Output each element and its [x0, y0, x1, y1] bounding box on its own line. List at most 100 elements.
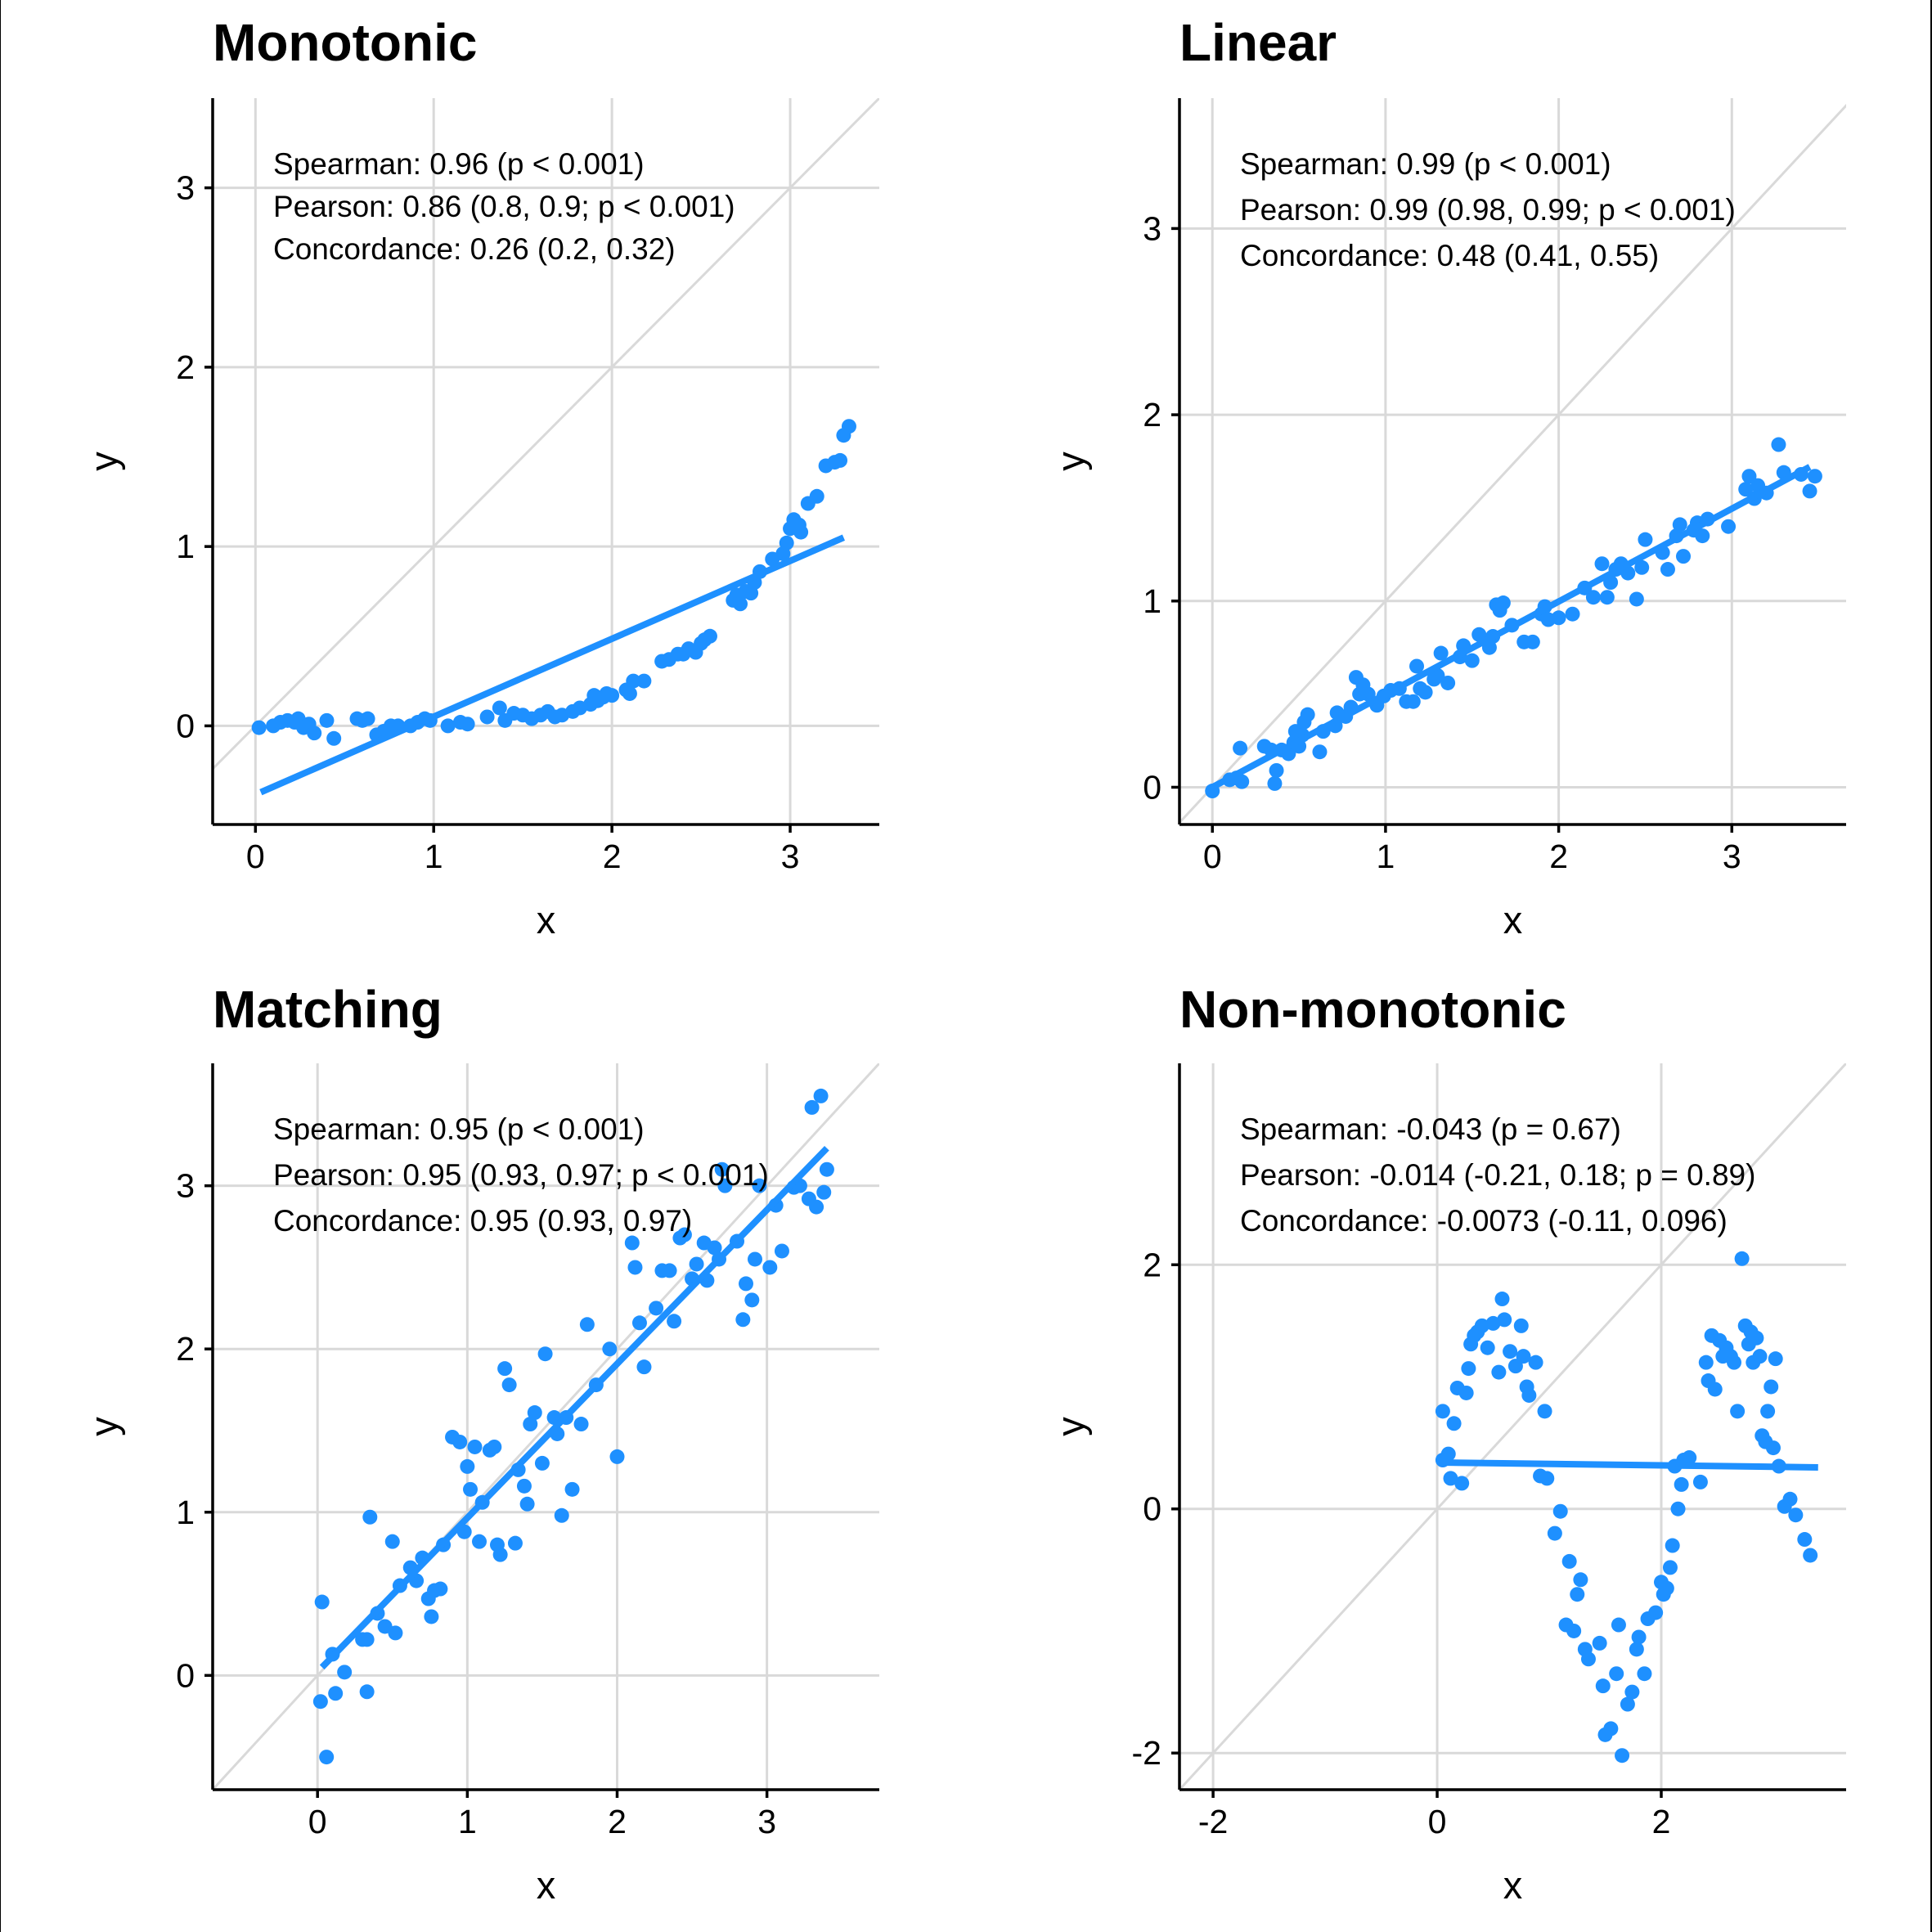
y-axis-title: y	[1049, 452, 1092, 471]
data-point	[1803, 1548, 1818, 1563]
data-point	[1648, 1605, 1664, 1620]
fit-line	[1442, 1459, 1818, 1471]
data-point	[1609, 1666, 1624, 1682]
data-point	[1682, 1450, 1697, 1466]
data-point	[1521, 1387, 1537, 1403]
data-point	[774, 1243, 789, 1259]
data-point	[307, 726, 322, 741]
data-point	[1464, 653, 1480, 668]
data-point	[492, 1547, 508, 1562]
data-point	[1765, 1440, 1781, 1456]
x-tick-label: 0	[1203, 838, 1222, 875]
data-point	[377, 1619, 393, 1634]
plot-area	[1179, 98, 1846, 824]
x-tick-label: 0	[1428, 1803, 1447, 1840]
data-point	[337, 1665, 353, 1680]
x-tick-label: 1	[458, 1803, 477, 1840]
y-tick-label: 3	[176, 1167, 195, 1205]
identity-line	[1179, 1063, 1846, 1790]
stat-annotation: Pearson: 0.86 (0.8, 0.9; p < 0.001)	[273, 190, 735, 223]
data-point	[1670, 1501, 1686, 1516]
panel-matching: 0 1 2 3 0 1 2 3 x y Matching Spearman: 0.95 (p < 0.…	[82, 980, 879, 1907]
data-point	[1485, 1315, 1501, 1331]
x-tick-label: 2	[603, 838, 622, 875]
data-point	[1440, 1446, 1456, 1462]
data-point	[631, 1315, 647, 1331]
data-point	[1435, 1404, 1450, 1419]
x-tick-label: 3	[757, 1803, 776, 1840]
data-point	[1440, 675, 1456, 690]
panel-non-monotonic: -2 0 2 -2 0 2 x y Non-monotonic Spearman: -0.043 …	[1049, 980, 1846, 1907]
data-point	[1433, 645, 1449, 661]
data-point	[667, 1314, 682, 1329]
data-point	[1611, 1617, 1626, 1633]
y-tick-label: 1	[1143, 582, 1161, 620]
data-point	[497, 1361, 513, 1377]
x-tick-label: 1	[1377, 838, 1395, 875]
data-point	[1698, 1355, 1714, 1370]
data-point	[717, 1178, 733, 1193]
data-point	[384, 1534, 400, 1549]
y-axis-title: y	[1049, 1417, 1092, 1436]
data-point	[487, 1439, 502, 1454]
data-point	[1409, 658, 1425, 674]
data-point	[809, 1199, 824, 1215]
data-point	[573, 1417, 589, 1432]
data-point	[1516, 1349, 1531, 1364]
data-point	[1624, 1684, 1640, 1700]
stat-annotation: Concordance: 0.48 (0.41, 0.55)	[1240, 239, 1659, 272]
data-point	[604, 688, 620, 703]
data-point	[809, 488, 824, 504]
x-axis-title: x	[537, 1863, 556, 1907]
data-point	[1234, 774, 1250, 789]
data-point	[816, 1184, 832, 1200]
data-point	[1491, 1364, 1507, 1380]
data-point	[467, 1439, 483, 1454]
data-point	[676, 1227, 692, 1242]
data-point	[1537, 1404, 1552, 1419]
data-point	[1471, 627, 1487, 642]
y-tick-label: 1	[176, 528, 195, 565]
data-point	[1692, 1474, 1708, 1489]
data-point	[1734, 1251, 1750, 1266]
data-point	[1672, 517, 1687, 532]
x-tick-label: 0	[308, 1803, 327, 1840]
stat-annotation: Spearman: 0.99 (p < 0.001)	[1240, 147, 1611, 181]
data-point	[1513, 1318, 1529, 1333]
data-point	[359, 1684, 375, 1700]
data-point	[1629, 1642, 1644, 1657]
y-tick-label: 2	[1143, 396, 1161, 434]
data-point	[507, 1535, 523, 1551]
data-point	[1300, 707, 1315, 722]
x-tick-label: 3	[1723, 838, 1741, 875]
data-point	[440, 718, 456, 734]
data-point	[744, 1292, 760, 1308]
y-axis-title: y	[82, 452, 125, 471]
data-point	[1738, 482, 1754, 497]
data-point	[1741, 469, 1757, 484]
data-point	[1802, 483, 1817, 499]
data-point	[537, 1346, 553, 1362]
data-point	[735, 1312, 751, 1328]
data-point	[424, 1609, 439, 1624]
data-point	[328, 1686, 344, 1701]
data-point	[579, 1317, 595, 1332]
data-point	[1539, 1471, 1555, 1486]
data-point	[1454, 1476, 1470, 1491]
y-tick-label: 2	[176, 1330, 195, 1368]
data-point	[1405, 694, 1421, 709]
data-point	[1552, 1503, 1568, 1519]
data-point	[359, 1632, 375, 1647]
data-point	[1760, 1404, 1776, 1419]
data-point	[1660, 562, 1675, 577]
fit-line	[1211, 464, 1812, 790]
data-point	[649, 1301, 664, 1316]
data-point	[1749, 1330, 1764, 1346]
stat-annotation: Spearman: 0.96 (p < 0.001)	[273, 147, 645, 181]
data-point	[1547, 1525, 1562, 1541]
data-point	[747, 1251, 762, 1267]
data-point	[1474, 1318, 1489, 1333]
data-point	[689, 1256, 704, 1272]
plot-area	[213, 1063, 879, 1790]
